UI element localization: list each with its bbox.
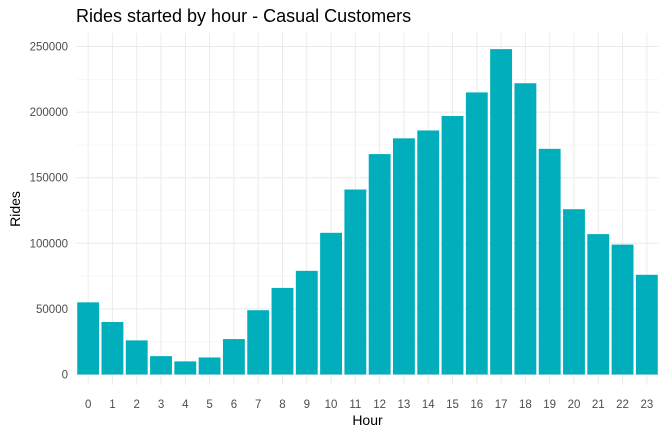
x-tick-label: 22 [616, 399, 629, 411]
y-tick-label: 0 [62, 370, 68, 382]
x-tick-label: 18 [519, 399, 532, 411]
x-tick-label: 0 [85, 399, 91, 411]
y-tick-label: 200000 [30, 107, 68, 119]
x-tick-label: 6 [231, 399, 237, 411]
x-tick-label: 19 [543, 399, 556, 411]
bar-hour-12 [368, 154, 391, 375]
x-tick-label: 16 [470, 399, 483, 411]
y-tick-label: 250000 [30, 42, 68, 54]
x-tick-label: 1 [109, 399, 115, 411]
bar-hour-23 [635, 274, 658, 375]
x-tick-label: 14 [422, 399, 435, 411]
y-tick-label: 50000 [36, 304, 68, 316]
bar-hour-13 [393, 138, 415, 375]
bar-hour-19 [538, 148, 561, 375]
x-tick-label: 7 [255, 399, 261, 411]
x-tick-label: 20 [568, 399, 581, 411]
bar-hour-6 [222, 339, 245, 375]
bar-hour-21 [587, 234, 610, 375]
x-tick-label: 9 [304, 399, 310, 411]
x-tick-label: 17 [495, 399, 508, 411]
bar-hour-11 [344, 189, 367, 375]
bar-hour-10 [320, 232, 342, 375]
bar-hour-7 [247, 310, 270, 375]
bar-hour-18 [514, 83, 537, 375]
bar-hour-1 [101, 322, 124, 375]
y-tick-label: 150000 [30, 173, 68, 185]
y-tick-label: 100000 [30, 238, 68, 250]
x-tick-label: 2 [134, 399, 140, 411]
bar-hour-5 [198, 357, 221, 375]
bar-hour-9 [295, 270, 318, 375]
x-tick-label: 8 [279, 399, 285, 411]
x-tick-label: 10 [325, 399, 338, 411]
x-tick-label: 21 [592, 399, 605, 411]
bar-hour-3 [150, 356, 172, 375]
x-tick-label: 13 [398, 399, 411, 411]
bar-hour-17 [490, 49, 513, 375]
bar-hour-16 [465, 92, 488, 375]
x-tick-label: 23 [640, 399, 653, 411]
chart-title: Rides started by hour - Casual Customers [76, 6, 411, 26]
y-axis-title: Rides [7, 191, 23, 227]
y-axis-ticks: 0 50000 100000 150000 200000 250000 [30, 42, 68, 382]
bar-hour-14 [417, 130, 440, 375]
bar-hour-2 [125, 340, 148, 375]
x-tick-label: 12 [373, 399, 386, 411]
x-tick-label: 3 [158, 399, 164, 411]
bars [77, 49, 658, 375]
bar-hour-8 [271, 287, 294, 375]
bar-hour-20 [563, 209, 585, 375]
bar-hour-0 [77, 302, 100, 375]
bar-hour-22 [611, 244, 634, 375]
x-tick-label: 11 [349, 399, 361, 411]
bar-hour-4 [174, 361, 197, 375]
x-tick-label: 4 [182, 399, 189, 411]
bar-hour-15 [441, 116, 464, 375]
x-axis-ticks: 0 1 2 3 4 5 6 7 8 9 10 11 12 13 14 15 16 17 18 19 20 21 22 23 [85, 399, 653, 411]
x-tick-label: 5 [206, 399, 212, 411]
x-tick-label: 15 [446, 399, 459, 411]
x-axis-title: Hour [352, 412, 383, 428]
